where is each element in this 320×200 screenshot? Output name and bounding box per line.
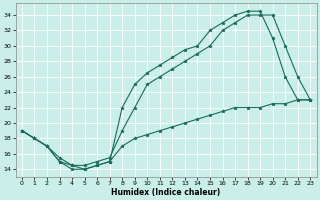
- X-axis label: Humidex (Indice chaleur): Humidex (Indice chaleur): [111, 188, 221, 197]
